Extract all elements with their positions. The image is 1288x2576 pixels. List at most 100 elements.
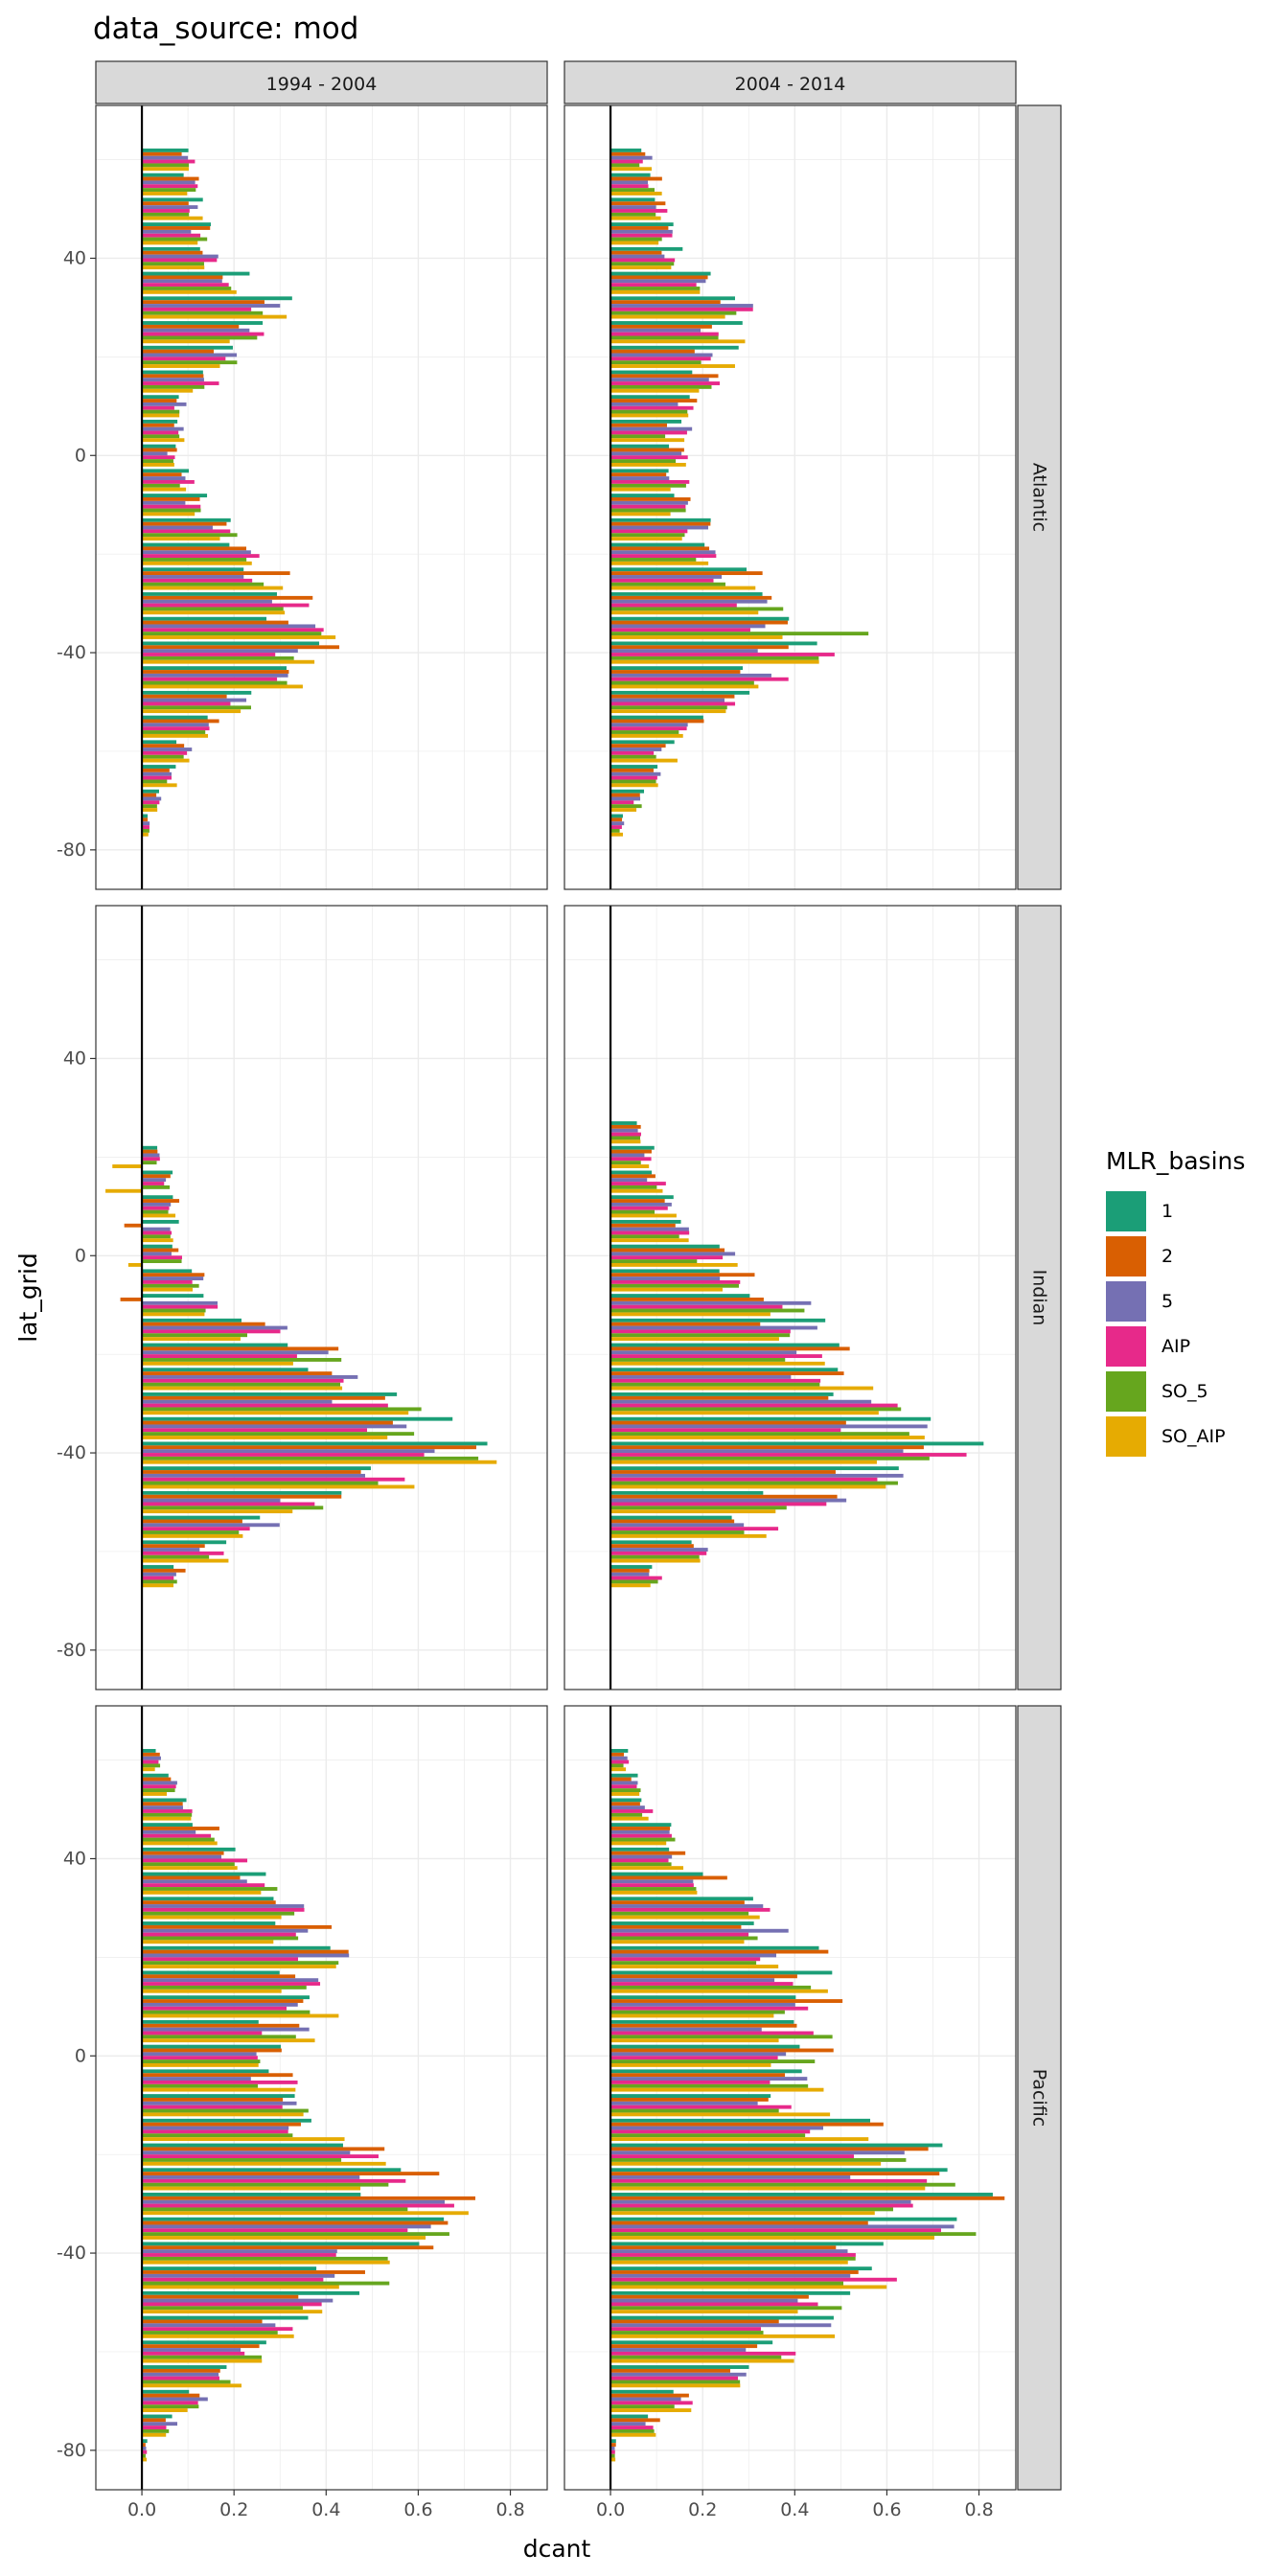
- bar-1: [142, 1294, 204, 1298]
- bar-5: [142, 2052, 257, 2057]
- bar-2: [610, 1248, 725, 1253]
- bar-1: [142, 1343, 288, 1347]
- x-tick-label: 0.6: [872, 2499, 901, 2520]
- bar-5: [610, 1252, 736, 1256]
- bar-AIP: [610, 578, 714, 583]
- bar-AIP: [142, 184, 198, 189]
- bar-SO_AIP: [142, 1287, 194, 1292]
- bar-AIP: [142, 356, 226, 361]
- bar-SO_5: [610, 582, 725, 586]
- bar-AIP: [610, 677, 789, 681]
- bar-1: [142, 2439, 148, 2444]
- bar-2: [142, 1777, 172, 1782]
- bar-1: [610, 2315, 834, 2320]
- bar-1: [142, 2365, 227, 2369]
- bar-1: [142, 370, 203, 375]
- bar-SO_5: [610, 558, 697, 562]
- bar-1: [610, 1219, 681, 1224]
- bar-1: [610, 1441, 984, 1446]
- bar-SO_5: [610, 1788, 641, 1793]
- bar-SO_5: [142, 2404, 199, 2409]
- bar-SO_5: [610, 680, 754, 685]
- bar-SO_5: [610, 1812, 643, 1817]
- bar-SO_AIP: [610, 2186, 926, 2191]
- bar-5: [610, 2150, 905, 2155]
- bar-SO_AIP: [142, 438, 185, 443]
- bar-5: [142, 748, 193, 751]
- bar-2: [610, 324, 712, 329]
- legend-item: 2: [1106, 1236, 1173, 1276]
- bar-AIP: [610, 800, 634, 805]
- bar-AIP: [610, 405, 694, 410]
- bar-1: [142, 1368, 309, 1372]
- bar-SO_AIP: [142, 2432, 167, 2437]
- bar-2: [142, 374, 204, 379]
- bar-1: [610, 2118, 871, 2123]
- bar-SO_5: [610, 188, 656, 193]
- bar-5: [610, 426, 693, 431]
- bar-SO_AIP: [610, 2358, 794, 2363]
- bar-5: [610, 229, 673, 234]
- bar-SO_AIP: [610, 364, 735, 368]
- bar-5: [142, 575, 244, 579]
- bar-2: [142, 1371, 333, 1376]
- bar-1: [142, 1847, 236, 1852]
- x-tick-label: 0.8: [964, 2499, 993, 2520]
- bar-2: [142, 719, 219, 724]
- bar-SO_AIP: [610, 684, 759, 689]
- bar-5: [142, 2150, 351, 2155]
- bar-AIP: [142, 2376, 219, 2380]
- y-tick-label: -80: [57, 2440, 86, 2461]
- bar-2: [610, 1544, 694, 1549]
- bar-1: [610, 690, 750, 695]
- bar-5: [610, 821, 625, 826]
- bar-SO_AIP: [142, 167, 189, 172]
- bar-SO_5: [610, 1382, 820, 1387]
- bar-SO_5: [142, 188, 196, 193]
- bar-1: [142, 1565, 174, 1569]
- bar-AIP: [142, 1957, 298, 1962]
- bar-SO_5: [142, 1432, 415, 1437]
- bar-1: [610, 641, 817, 646]
- bar-2: [142, 1174, 171, 1179]
- bar-AIP: [142, 726, 210, 731]
- bar-5: [610, 1375, 792, 1379]
- bar-5: [142, 771, 172, 776]
- bar-1: [142, 616, 267, 621]
- bar-AIP: [610, 258, 676, 263]
- bar-5: [610, 649, 758, 654]
- bar-SO_AIP: [142, 388, 194, 393]
- legend-swatch: [1106, 1416, 1146, 1457]
- bar-SO_5: [142, 582, 264, 586]
- bar-2: [610, 2393, 689, 2398]
- bar-2: [610, 1999, 843, 2003]
- bar-1: [610, 567, 748, 572]
- bar-SO_5: [610, 1837, 676, 1842]
- bar-AIP: [610, 1502, 827, 1506]
- bar-AIP: [610, 1206, 668, 1210]
- bar-5: [610, 500, 688, 505]
- bar-AIP: [142, 1527, 250, 1531]
- bar-SO_5: [610, 360, 702, 365]
- bar-AIP: [142, 1576, 174, 1580]
- bar-2: [142, 1827, 219, 1830]
- bar-5: [142, 550, 251, 555]
- bar-SO_5: [610, 705, 727, 710]
- bar-SO_5: [610, 1506, 787, 1510]
- bar-1: [142, 1219, 179, 1224]
- bar-SO_5: [142, 2158, 342, 2162]
- bar-5: [610, 2348, 747, 2352]
- bar-SO_5: [142, 558, 247, 562]
- bar-AIP: [610, 628, 750, 632]
- bar-SO_5: [142, 2428, 170, 2433]
- x-tick-label: 0.2: [688, 2499, 717, 2520]
- bar-1: [610, 1897, 753, 1901]
- bar-2: [610, 2344, 758, 2349]
- bar-1: [610, 1945, 819, 1950]
- bar-SO_AIP: [142, 1841, 218, 1846]
- bar-SO_AIP: [142, 537, 220, 541]
- bar-SO_AIP: [142, 339, 230, 344]
- bar-5: [610, 155, 653, 160]
- bar-5: [142, 1473, 366, 1478]
- bar-AIP: [610, 1354, 822, 1359]
